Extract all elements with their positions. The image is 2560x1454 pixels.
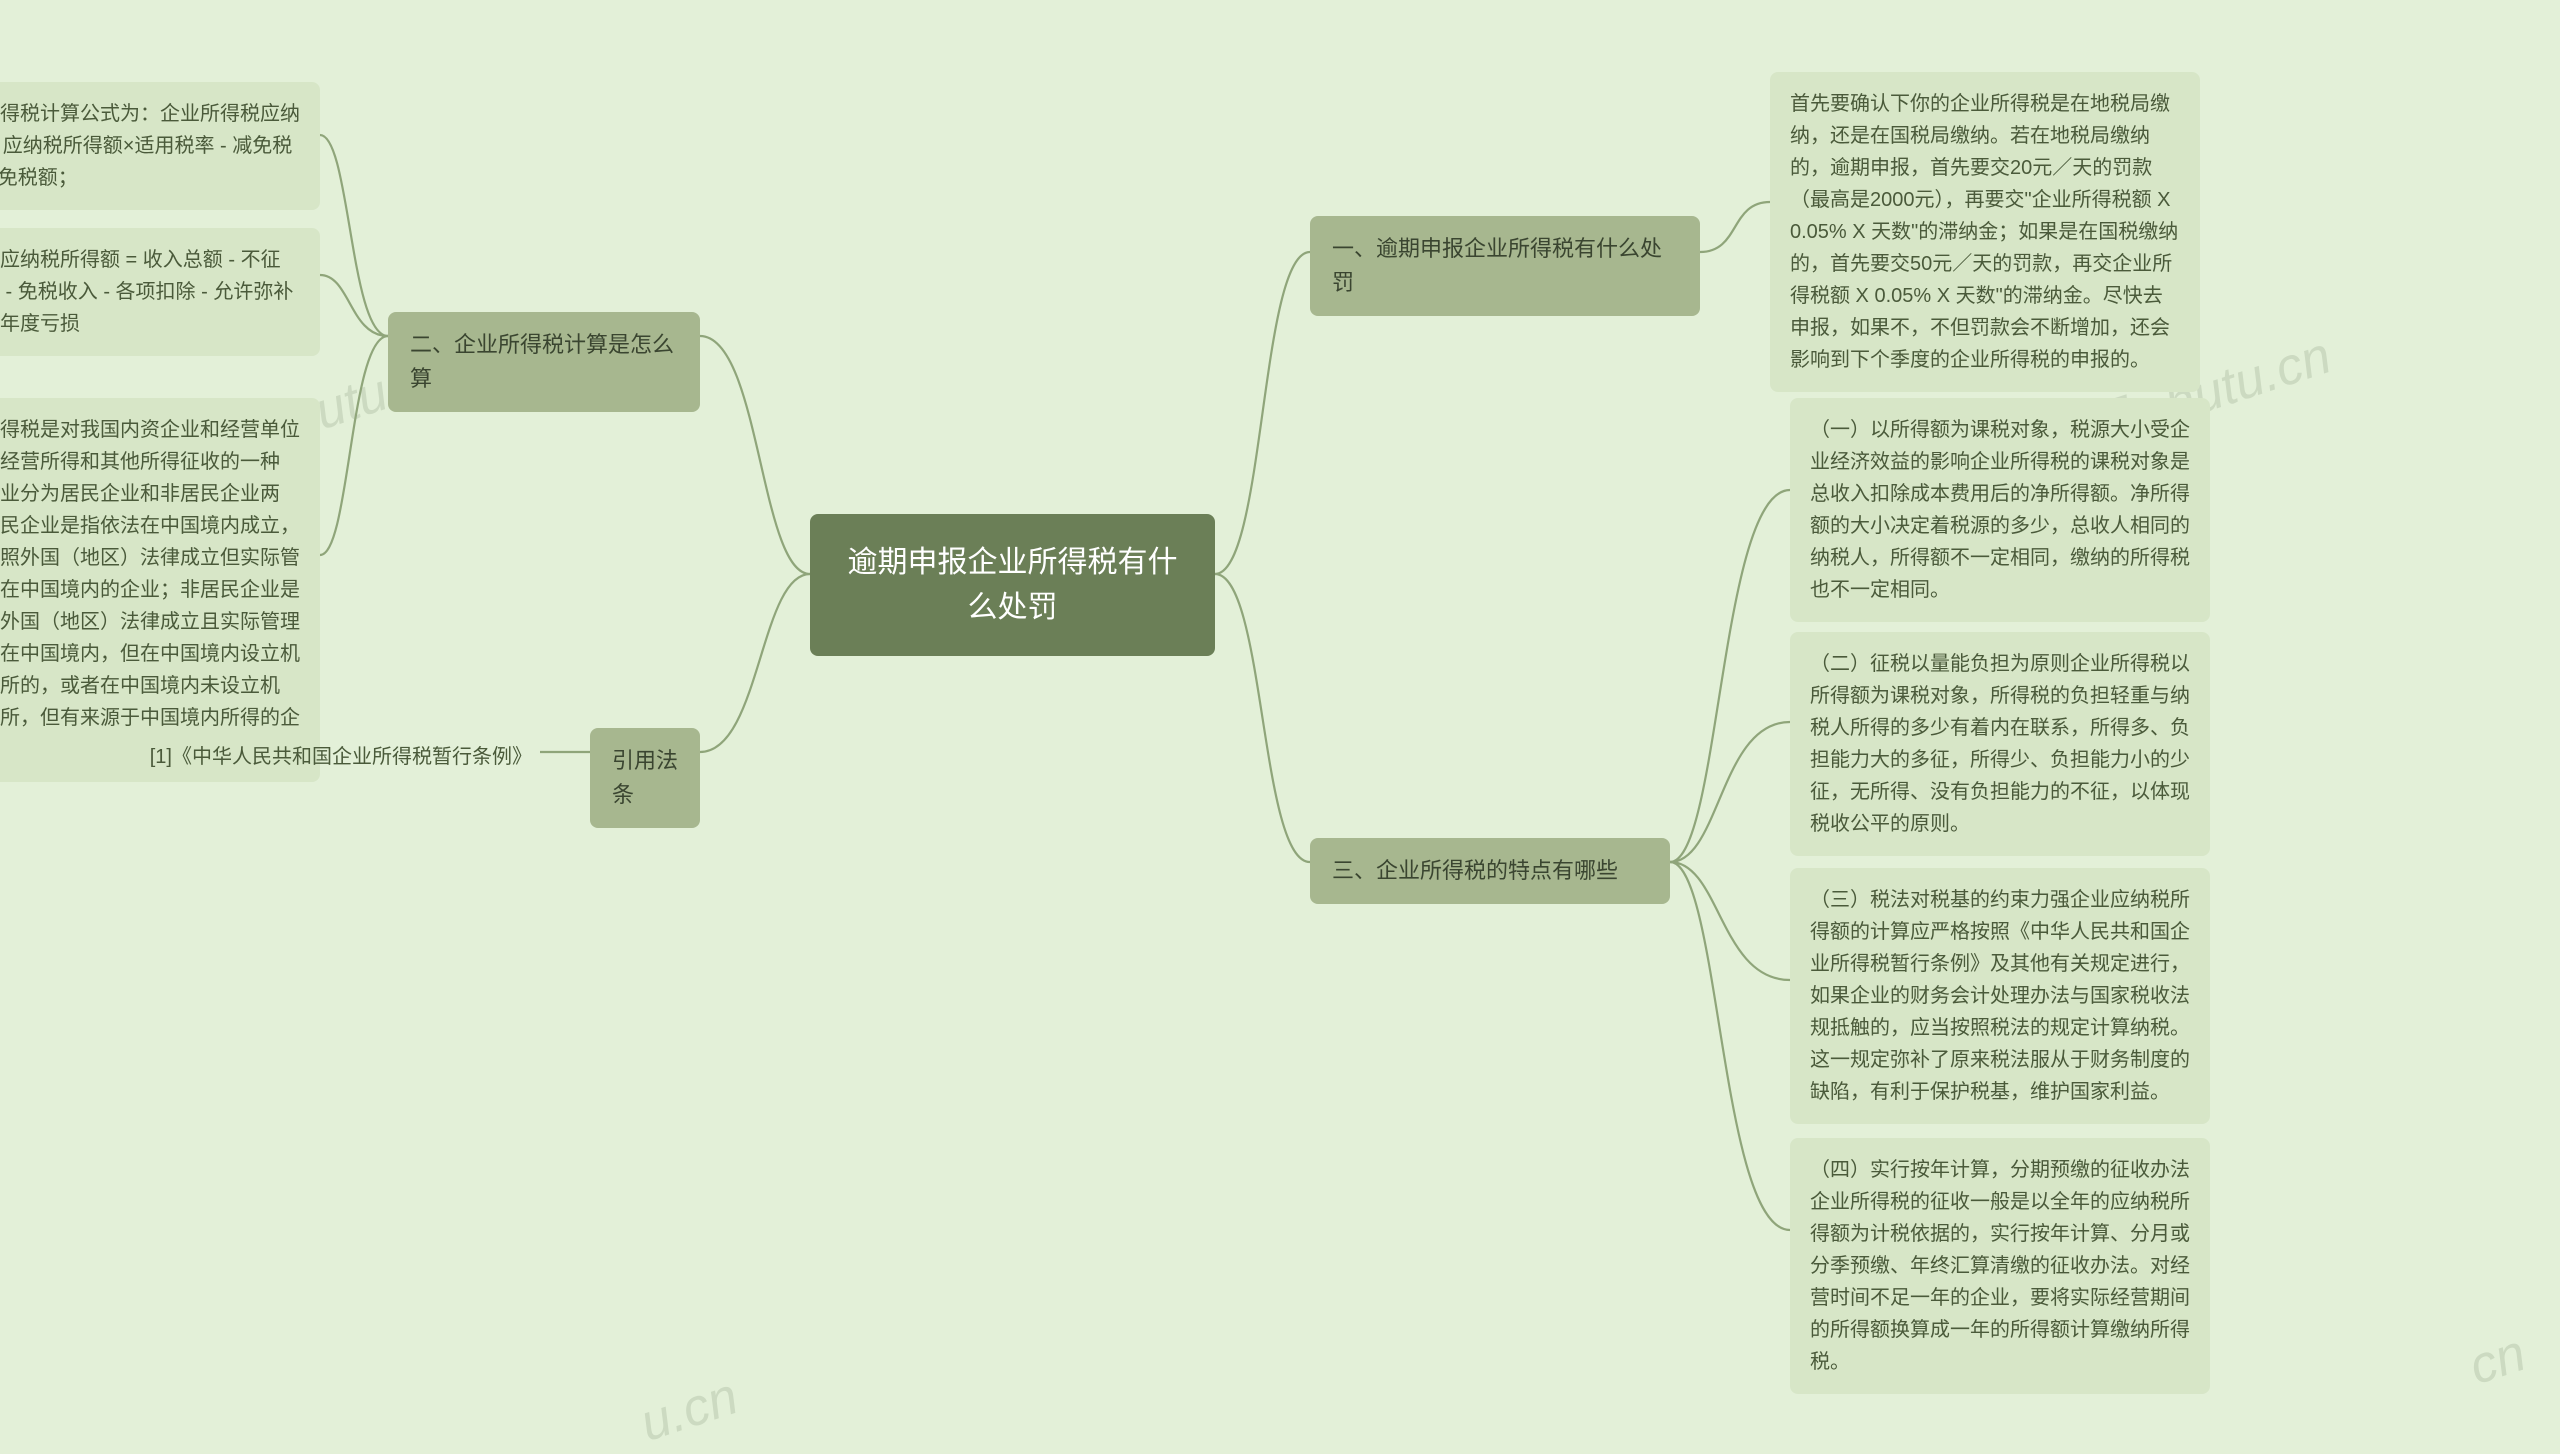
leaf-section-2-item-2: 其中：应纳税所得额 = 收入总额 - 不征税收入 - 免税收入 - 各项扣除 -… (0, 228, 320, 356)
root-title-line2: 么处罚 (968, 591, 1058, 624)
leaf-section-2-item-1: 企业所得税计算公式为：企业所得税应纳税额 = 应纳税所得额×适用税率 - 减免税… (0, 82, 320, 210)
leaf-section-3-item-1: （一）以所得额为课税对象，税源大小受企业经济效益的影响企业所得税的课税对象是总收… (1790, 398, 2210, 622)
branch-section-2: 二、企业所得税计算是怎么算 (388, 312, 700, 412)
leaf-section-3-item-4: （四）实行按年计算，分期预缴的征收办法企业所得税的征收一般是以全年的应纳税所得额… (1790, 1138, 2210, 1394)
leaf-section-2-item-3: 企业所得税是对我国内资企业和经营单位的生产经营所得和其他所得征收的一种税。企业分… (0, 398, 320, 782)
root-node: 逾期申报企业所得税有什 么处罚 (810, 514, 1215, 656)
watermark: cn (2462, 1323, 2533, 1397)
leaf-section-3-item-2: （二）征税以量能负担为原则企业所得税以所得额为课税对象，所得税的负担轻重与纳税人… (1790, 632, 2210, 856)
watermark: u.cn (633, 1366, 745, 1453)
branch-1-line1: 一、逾期申报企业所得税有什么处 (1332, 236, 1662, 261)
leaf-section-3-item-3: （三）税法对税基的约束力强企业应纳税所得额的计算应严格按照《中华人民共和国企业所… (1790, 868, 2210, 1124)
root-title-line1: 逾期申报企业所得税有什 (848, 546, 1178, 579)
branch-law: 引用法条 (590, 728, 700, 828)
branch-1-line2: 罚 (1332, 270, 1354, 295)
leaf-law-item-1: [1]《中华人民共和国企业所得税暂行条例》 (120, 736, 540, 779)
branch-section-3: 三、企业所得税的特点有哪些 (1310, 838, 1670, 904)
leaf-section-1-content: 首先要确认下你的企业所得税是在地税局缴纳，还是在国税局缴纳。若在地税局缴纳的，逾… (1770, 72, 2200, 392)
branch-section-1: 一、逾期申报企业所得税有什么处 罚 (1310, 216, 1700, 316)
